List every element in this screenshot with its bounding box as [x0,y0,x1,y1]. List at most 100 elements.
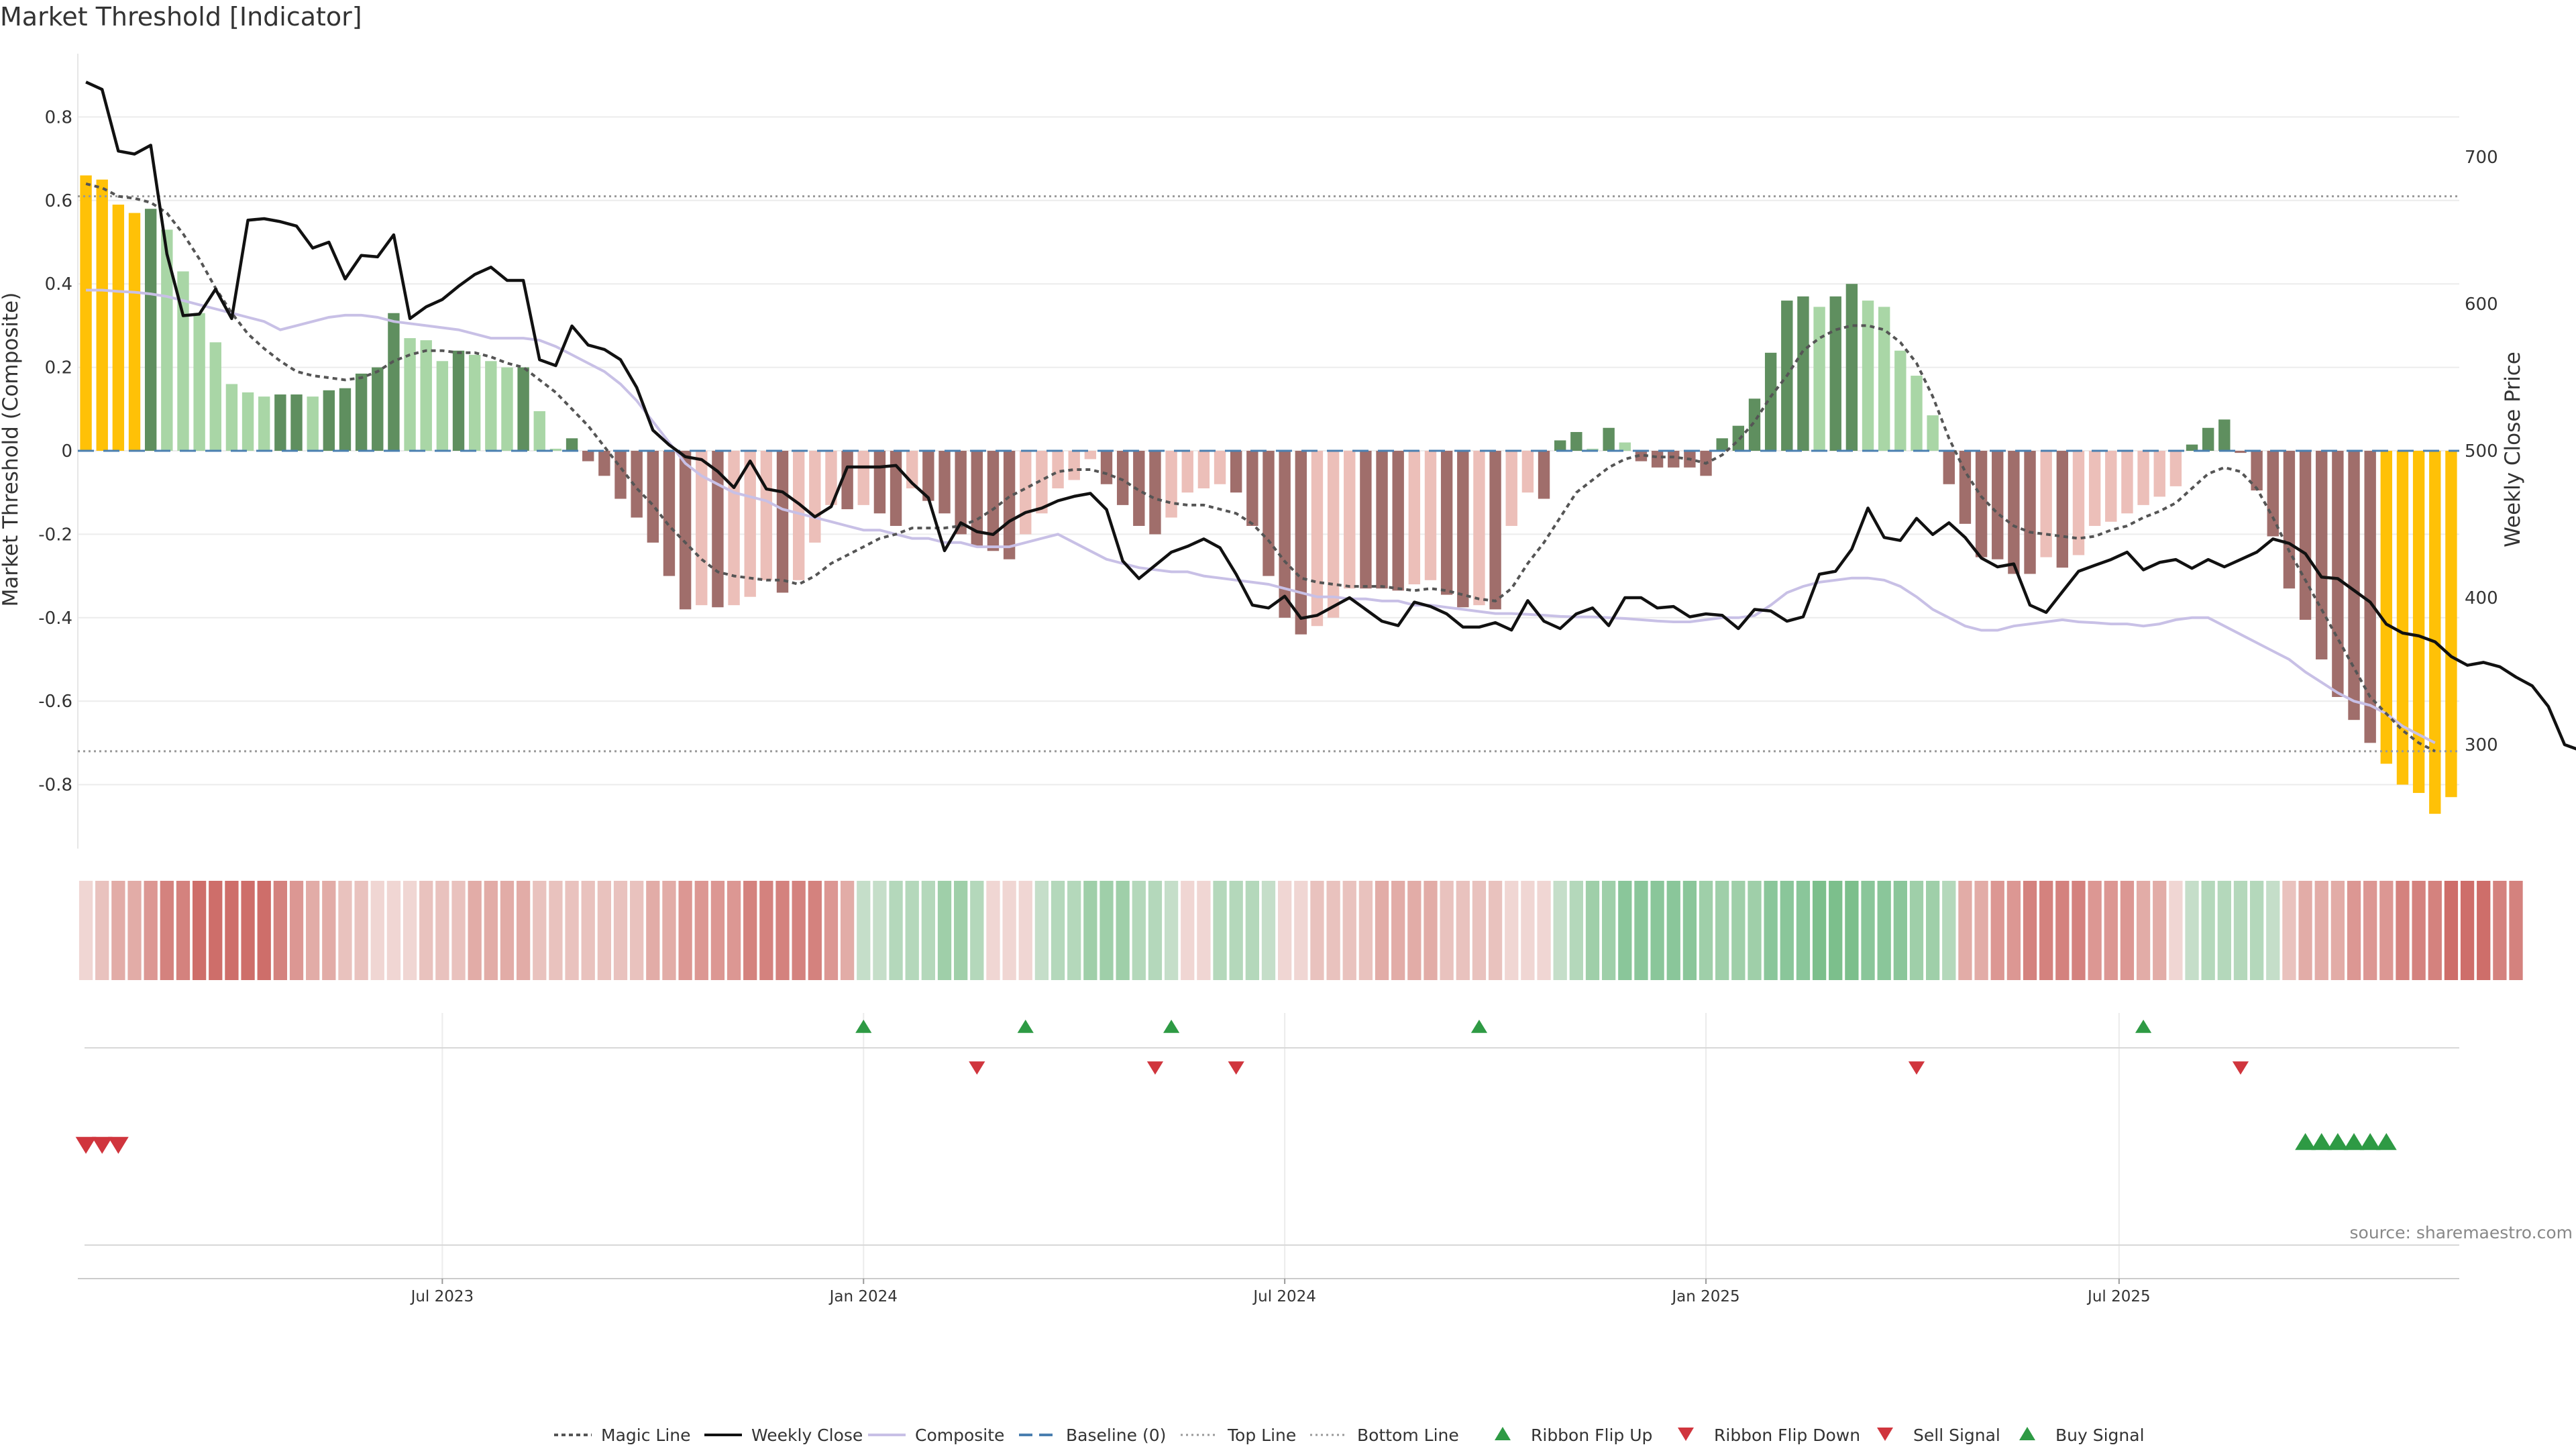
composite-bar [1084,451,1097,460]
sell-signal-marker [75,1136,97,1154]
ribbon-cell [1261,881,1276,980]
y-tick-label-right: 300 [2465,735,2498,755]
ribbon-flip-up-marker [1017,1020,1034,1033]
left-axis-label: Market Threshold (Composite) [0,292,23,607]
composite-bar [2137,451,2149,505]
ribbon-cell [2023,881,2037,980]
composite-bar [128,213,141,451]
composite-bar [2267,451,2279,537]
buy-signal-marker [2375,1133,2397,1150]
ribbon-cell [2088,881,2102,980]
ribbon-cell [1942,881,1956,980]
composite-bar [452,350,465,451]
ribbon-cell [662,881,676,980]
legend-triangle-down-icon [1877,1428,1893,1441]
composite-bar [1473,451,1485,606]
composite-bar [404,338,416,451]
ribbon-cell [646,881,660,980]
composite-bar [2218,419,2231,451]
y-tick-label-left: -0.2 [38,525,72,545]
composite-bar [2202,427,2214,451]
composite-bar [1149,451,1161,535]
ribbon-cell [1440,881,1454,980]
composite-bar [209,342,221,451]
ribbon-cell [1375,881,1389,980]
ribbon-cell [1164,881,1179,980]
composite-bar [2235,451,2247,453]
ribbon-cell [1083,881,1097,980]
ribbon-cell [1116,881,1130,980]
ribbon-cell [2477,881,2491,980]
y-tick-label-left: 0 [61,441,72,462]
y-axis-ticks: 0.8 0.6 0.4 0.2 0 -0.2 -0.4 -0.6 -0.8 700 600 500 40… [38,107,2498,795]
legend-label: Weekly Close [751,1426,863,1445]
ribbon-cell [241,881,255,980]
ribbon-cell [533,881,547,980]
composite-bar [776,451,789,593]
composite-bar [2380,451,2393,764]
composite-bar [1878,307,1890,451]
composite-bar [1197,451,1210,488]
composite-bar [436,361,449,451]
composite-bar [663,451,676,576]
ribbon-cell [1488,881,1503,980]
composite-bar [225,384,238,451]
ribbon-cell [1424,881,1438,980]
ribbon-cell [694,881,708,980]
ribbon-cell [1748,881,1762,980]
ribbon-cell [1148,881,1163,980]
composite-bar [809,451,821,543]
composite-bar [890,451,902,526]
composite-bar [1603,427,1615,451]
ribbon-cell [1245,881,1259,980]
composite-bar [2121,451,2133,514]
legend-label: Buy Signal [2055,1426,2145,1445]
composite-bar [792,451,805,580]
magic-line [85,182,2436,753]
buy-signal-marker [2311,1133,2332,1150]
composite-bar [1457,451,1469,608]
composite-bar [1392,451,1404,591]
ribbon-cell [678,881,692,980]
ribbon-cell [322,881,336,980]
ribbon-cell [549,881,563,980]
composite-bar [2251,451,2263,491]
ribbon-cell [1796,881,1811,980]
legend-label: Bottom Line [1357,1426,1459,1445]
composite-bar [1230,451,1242,493]
ribbon-cell [1958,881,1972,980]
composite-bar [1295,451,1307,635]
ribbon-cell [419,881,433,980]
ribbon-cell [354,881,368,980]
composite-bar [1797,296,1809,451]
ribbon-cell [808,881,822,980]
ribbon-cell [1278,881,1292,980]
legend-label: Magic Line [601,1426,691,1445]
composite-bar [1764,352,1777,451]
ribbon-cell [1585,881,1600,980]
composite-bar [1440,451,1453,595]
ribbon-cell [289,881,304,980]
composite-bar [1521,451,1534,493]
ribbon-cell [710,881,725,980]
ribbon-cell [1666,881,1680,980]
ribbon-cell [2136,881,2151,980]
composite-bar [1344,451,1356,589]
composite-bars [80,175,2457,814]
ribbon-cell [500,881,515,980]
x-tick-label: Jan 2025 [1670,1288,1739,1305]
ribbon-cell [2363,881,2377,980]
ribbon-cell [792,881,806,980]
composite-bar [873,451,886,514]
ribbon-cell [144,881,158,980]
y-tick-label-right: 600 [2465,294,2498,315]
ribbon-cell [402,881,417,980]
ribbon-cell [1909,881,1924,980]
composite-bar [1360,451,1372,589]
ribbon-cell [1342,881,1356,980]
composite-bar [1100,451,1113,484]
ribbon-cell [2169,881,2183,980]
composite-bar [290,394,303,451]
composite-bar [1133,451,1145,526]
composite-bar [1003,451,1016,559]
